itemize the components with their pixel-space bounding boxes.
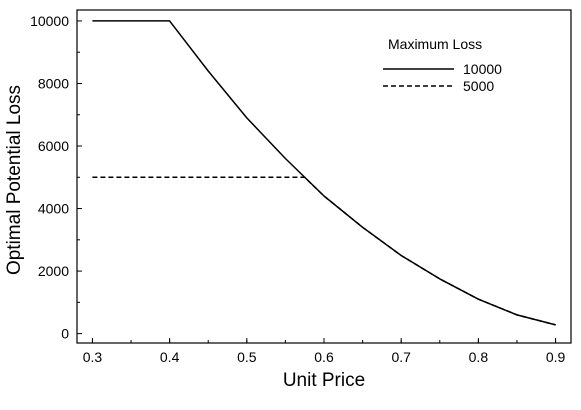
series-line-5000 [92,176,556,326]
series-layer [92,20,556,326]
legend-label-10000: 10000 [463,61,502,77]
x-axis-title: Unit Price [283,370,365,391]
y-tick-label: 0 [61,326,69,342]
x-tick-label: 0.3 [83,349,103,365]
x-tick-label: 0.5 [237,349,257,365]
y-tick-label: 4000 [38,201,69,217]
y-tick-label: 2000 [38,263,69,279]
x-tick-label: 0.4 [160,349,180,365]
legend-title: Maximum Loss [388,36,482,52]
plot-frame [76,9,572,344]
y-tick-label: 8000 [38,75,69,91]
x-tick-label: 0.8 [469,349,489,365]
y-axis-title: Optimal Potential Loss [4,85,25,275]
y-axis-ticks: 0 2000 4000 6000 8000 10000 [30,13,82,342]
x-tick-label: 0.6 [314,349,334,365]
legend-label-5000: 5000 [463,78,494,94]
x-axis-ticks: 0.3 0.4 0.5 0.6 0.7 0.8 0.9 [83,338,566,365]
y-tick-label: 10000 [30,13,69,29]
y-tick-label: 6000 [38,138,69,154]
legend: Maximum Loss 10000 5000 [383,36,502,94]
x-tick-label: 0.9 [546,349,566,365]
x-tick-label: 0.7 [391,349,411,365]
